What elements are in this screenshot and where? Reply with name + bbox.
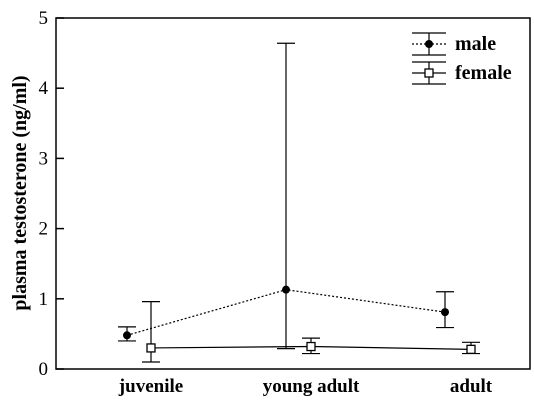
- data-point-male: [441, 308, 449, 317]
- data-point-male: [282, 285, 290, 294]
- y-tick-label: 5: [39, 8, 49, 29]
- legend-item-female: female: [412, 61, 512, 85]
- y-tick-label: 1: [39, 289, 49, 310]
- legend-item-male: male: [412, 32, 496, 56]
- x-category-label: adult: [450, 376, 493, 397]
- y-axis-title: plasma testosterone (ng/ml): [9, 75, 31, 310]
- data-point-male: [123, 331, 131, 340]
- series-layer: [118, 42, 480, 363]
- legend-label: male: [455, 33, 496, 55]
- data-point-female: [466, 344, 476, 354]
- y-axis-ticks: 0 1 2 3 4 5: [39, 8, 64, 380]
- x-category-label: juvenile: [118, 376, 183, 397]
- series-female: [142, 301, 480, 363]
- y-tick-label: 4: [39, 78, 49, 99]
- legend-marker-female: [424, 68, 434, 78]
- series-male: [118, 42, 454, 350]
- y-tick-label: 3: [39, 148, 49, 169]
- x-axis-category-labels: juvenile young adult adult: [118, 376, 493, 397]
- y-tick-label: 0: [39, 359, 49, 380]
- data-point-female: [146, 343, 156, 353]
- legend: male female: [412, 32, 512, 85]
- x-category-label: young adult: [263, 376, 360, 397]
- data-point-female: [306, 341, 316, 352]
- legend-marker-male: [425, 40, 433, 48]
- legend-label: female: [455, 62, 512, 84]
- y-tick-label: 2: [39, 219, 49, 240]
- plot-frame: [55, 17, 531, 370]
